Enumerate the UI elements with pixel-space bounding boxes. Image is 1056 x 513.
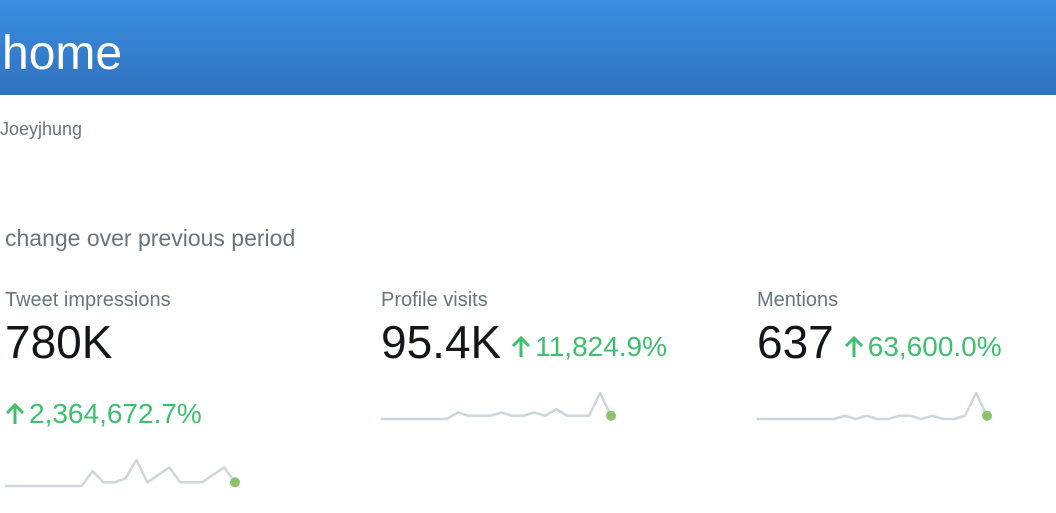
sparkline-line	[757, 391, 989, 421]
section-title: change over previous period	[5, 225, 296, 251]
sparkline-line	[381, 391, 613, 421]
sparkline	[5, 458, 240, 488]
metric-change: 11,824.9%	[511, 333, 667, 361]
change-text: 11,824.9%	[535, 331, 668, 362]
account-name[interactable]: Joeyjhung	[0, 119, 83, 139]
up-arrow-icon	[5, 402, 25, 424]
metric-card: Mentions 637 63,600.0%	[757, 289, 1056, 509]
metric-value: 95.4K	[381, 316, 502, 368]
up-arrow	[5, 402, 25, 424]
metric-value: 780K	[5, 316, 113, 368]
sparkline	[381, 391, 616, 421]
sparkline-end-dot	[230, 477, 240, 488]
change-text: 2,364,672.7%	[29, 398, 202, 429]
page-title: home	[2, 27, 123, 80]
metric-label: Mentions	[757, 289, 839, 311]
up-arrow-icon	[844, 335, 863, 357]
sparkline-end-dot	[982, 410, 992, 421]
metric-value: 637	[757, 316, 834, 368]
metric-change: 2,364,672.7%	[5, 400, 202, 428]
up-arrow-icon	[512, 335, 531, 357]
header-bar: home	[0, 0, 1056, 95]
up-arrow	[844, 335, 863, 357]
metric-change: 63,600.0%	[844, 333, 1002, 361]
sparkline-line	[5, 458, 237, 488]
sparkline	[757, 391, 992, 421]
sparkline-end-dot	[606, 410, 616, 421]
up-arrow	[512, 335, 531, 357]
metric-label: Tweet impressions	[5, 289, 171, 311]
metric-label: Profile visits	[381, 289, 488, 311]
change-text: 63,600.0%	[867, 331, 1002, 362]
metric-card: Tweet impressions 780K 2,364,672.7%	[5, 289, 365, 509]
metric-card: Profile visits 95.4K 11,824.9%	[381, 289, 741, 509]
